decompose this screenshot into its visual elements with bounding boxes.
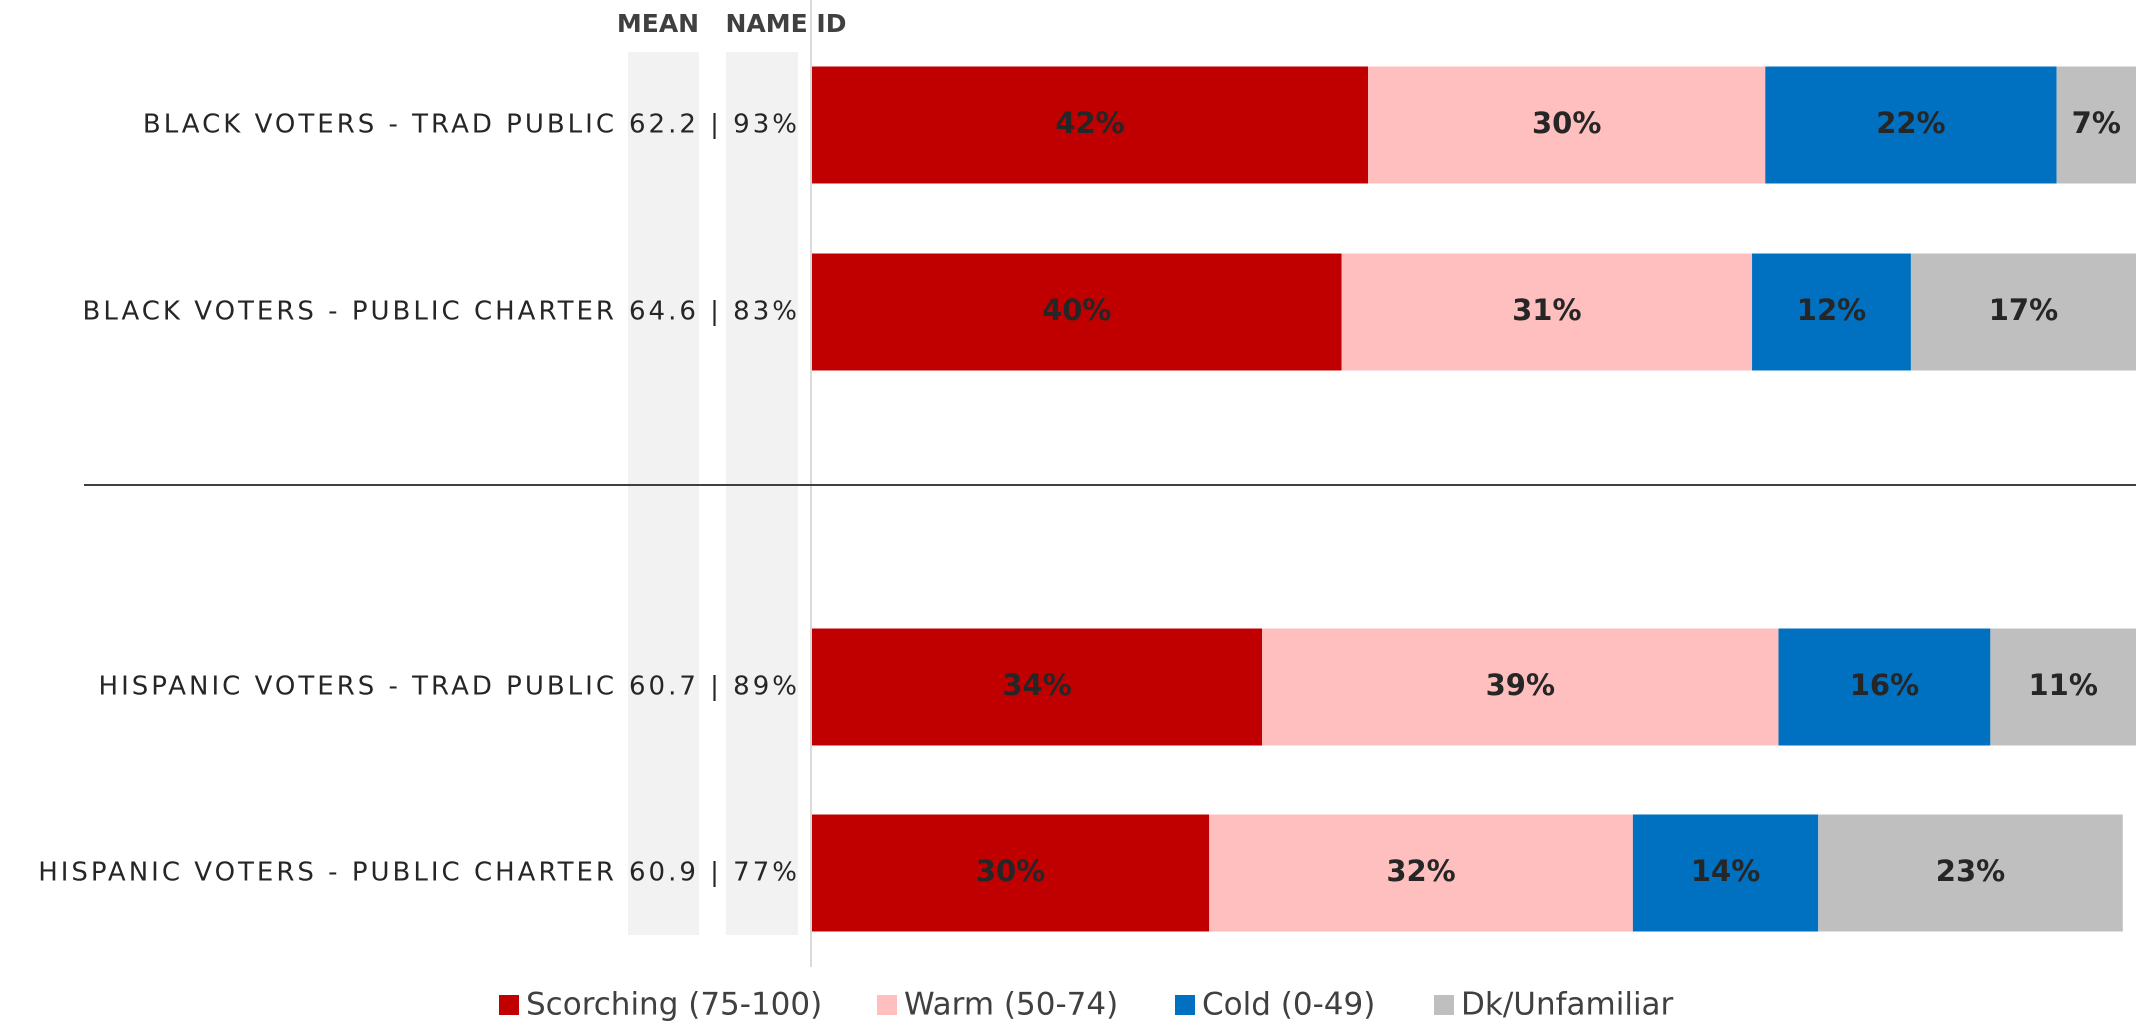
- column-header: MEAN: [617, 9, 699, 38]
- row-label: HISPANIC VOTERS - PUBLIC CHARTER: [38, 858, 617, 888]
- legend-label: Warm (50-74): [904, 987, 1118, 1023]
- value-label: 30%: [1532, 106, 1601, 140]
- column-header: NAME ID: [726, 9, 847, 38]
- bar-segment: [1910, 253, 2136, 371]
- bar-segment: [2056, 66, 2136, 184]
- row-label: HISPANIC VOTERS - TRAD PUBLIC: [99, 672, 617, 702]
- value-label: 14%: [1691, 854, 1760, 888]
- value-label: 42%: [1055, 106, 1124, 140]
- row-label: BLACK VOTERS - PUBLIC CHARTER: [83, 297, 617, 327]
- value-label: 32%: [1386, 854, 1455, 888]
- legend-swatch: [1175, 995, 1195, 1015]
- bar-segment: [812, 253, 1342, 371]
- mean-column-band: [628, 52, 699, 935]
- row-stats: 64.6 | 83%: [629, 297, 800, 327]
- bar-segment: [1765, 66, 2057, 184]
- bar-segment: [812, 628, 1263, 746]
- bar-segment: [1262, 628, 1779, 746]
- value-label: 12%: [1797, 293, 1866, 327]
- bar-segment: [1778, 628, 1991, 746]
- bar-segment: [1990, 628, 2136, 746]
- row-stats: 60.7 | 89%: [629, 672, 800, 702]
- name-id-column-band: [726, 52, 798, 935]
- value-label: 34%: [1002, 668, 1071, 702]
- value-label: 16%: [1850, 668, 1919, 702]
- legend-swatch: [1434, 995, 1454, 1015]
- legend-label: Cold (0-49): [1202, 987, 1375, 1023]
- legend-swatch: [499, 995, 519, 1015]
- row-label: BLACK VOTERS - TRAD PUBLIC: [143, 110, 617, 140]
- bar-segment: [1368, 66, 1766, 184]
- value-label: 22%: [1876, 106, 1945, 140]
- legend-swatch: [877, 995, 897, 1015]
- legend-label: Dk/Unfamiliar: [1461, 987, 1674, 1023]
- value-label: 11%: [2028, 668, 2097, 702]
- value-label: 30%: [976, 854, 1045, 888]
- bar-segment: [1632, 814, 1819, 932]
- row-stats: 62.2 | 93%: [629, 110, 800, 140]
- value-label: 7%: [2072, 106, 2121, 140]
- bar-segment: [1752, 253, 1911, 371]
- bar-segment: [812, 814, 1210, 932]
- bar-segment: [812, 66, 1369, 184]
- row-stats: 60.9 | 77%: [629, 858, 800, 888]
- bar-segment: [1341, 253, 1753, 371]
- value-label: 40%: [1042, 293, 1111, 327]
- legend-label: Scorching (75-100): [526, 987, 822, 1023]
- bar-segment: [1818, 814, 2123, 932]
- value-label: 31%: [1512, 293, 1581, 327]
- value-label: 17%: [1989, 293, 2058, 327]
- value-label: 39%: [1486, 668, 1555, 702]
- value-label: 23%: [1936, 854, 2005, 888]
- bar-segment: [1209, 814, 1633, 932]
